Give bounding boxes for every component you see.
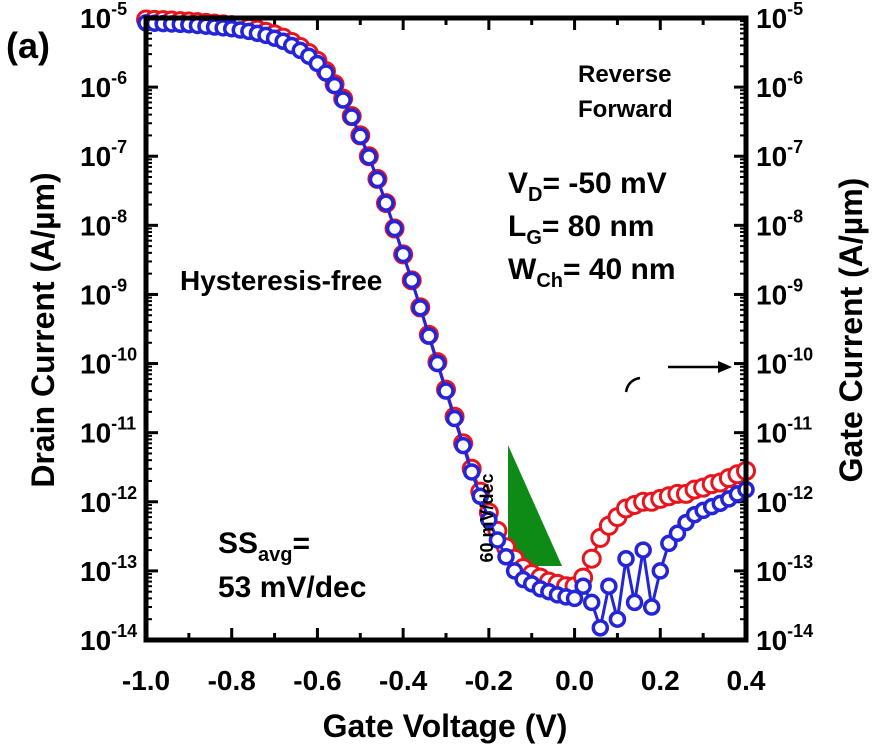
- x-tick-label: -1.0: [122, 665, 170, 696]
- y-tick-label-left: 10-12: [80, 483, 137, 518]
- data-point: [608, 610, 627, 628]
- data-point: [437, 382, 455, 400]
- data-point: [454, 436, 472, 455]
- data-point: [445, 409, 464, 428]
- legend: Reverse Forward: [578, 61, 673, 123]
- y-tick-label-right: 10-13: [756, 552, 813, 587]
- x-tick-labels: -1.0 -0.8 -0.6 -0.4 -0.2 0.0 0.2 0.4: [122, 665, 766, 696]
- annotation-slope-label: 60 mV/dec: [477, 473, 497, 562]
- data-point: [488, 531, 507, 549]
- x-tick-label: -0.4: [379, 665, 428, 696]
- data-point: [342, 108, 361, 126]
- y-tick-label-left: 10-14: [80, 621, 137, 656]
- data-point: [428, 354, 447, 373]
- annotation-layer: [508, 445, 562, 566]
- y-tick-label-left: 10-11: [80, 414, 136, 449]
- data-point: [574, 577, 592, 595]
- y-tick-label-left: 10-5: [80, 0, 127, 34]
- panel-label: (a): [6, 25, 50, 66]
- x-axis-label: Gate Voltage (V): [323, 708, 568, 744]
- y-tick-label-right: 10-10: [756, 345, 813, 380]
- data-point: [625, 593, 644, 612]
- plot-frame: [143, 15, 749, 643]
- x-tick-label: -0.8: [208, 665, 256, 696]
- data-point: [420, 327, 438, 345]
- y-tick-label-left: 10-8: [80, 206, 127, 241]
- y-tick-label-right: 10-11: [756, 414, 812, 449]
- legend-label-reverse: Reverse: [578, 61, 671, 88]
- data-point: [582, 593, 601, 612]
- y-tick-label-left: 10-9: [80, 275, 127, 310]
- legend-label-forward: Forward: [578, 96, 673, 123]
- data-point: [591, 619, 610, 637]
- y-tick-labels-left: 10-5 10-6 10-7 10-8 10-9 10-10 10-11 10-12 10-13…: [80, 0, 137, 656]
- y-tick-label-right: 10-7: [756, 137, 803, 172]
- data-point: [334, 91, 352, 109]
- y-tick-label-left: 10-13: [80, 552, 137, 587]
- right-axis-arrow: [624, 361, 732, 393]
- data-point: [351, 127, 370, 145]
- data-point: [325, 76, 344, 95]
- data-point: [317, 64, 335, 82]
- data-point: [634, 541, 652, 559]
- data-point: [462, 463, 481, 481]
- y-axis-label-right: Gate Current (A/µm): [833, 178, 869, 483]
- annotation-hysteresis: Hysteresis-free: [180, 265, 382, 296]
- x-tick-label: -0.2: [465, 665, 513, 696]
- data-point: [402, 271, 421, 290]
- y-tick-label-right: 10-6: [756, 68, 803, 103]
- data-point: [581, 548, 602, 569]
- data-point: [565, 589, 584, 608]
- data-point: [600, 577, 618, 595]
- data-point: [411, 299, 430, 317]
- annotation-wch: WCh= 40 nm: [508, 253, 676, 292]
- data-point: [368, 170, 387, 189]
- slope-reference-triangle: [508, 445, 562, 566]
- y-tick-label-right: 10-14: [756, 621, 813, 656]
- y-tick-label-right: 10-8: [756, 206, 803, 241]
- data-point: [471, 487, 490, 506]
- data-point: [668, 524, 687, 543]
- data-point: [394, 245, 412, 264]
- annotation-ss-value: 53 mV/dec: [218, 571, 366, 604]
- y-tick-label-left: 10-7: [80, 137, 127, 172]
- y-tick-label-right: 10-12: [756, 483, 813, 518]
- annotation-vd: VD= -50 mV: [508, 167, 667, 206]
- annotation-ss: SSavg=: [218, 527, 310, 566]
- data-point: [497, 548, 515, 566]
- y-tick-label-left: 10-10: [80, 345, 137, 380]
- y-tick-labels-right: 10-5 10-6 10-7 10-8 10-9 10-10 10-11 10-12 10-13…: [756, 0, 813, 656]
- x-tick-label: 0.2: [641, 665, 680, 696]
- y-axis-label-left: Drain Current (A/µm): [25, 172, 61, 487]
- data-point: [385, 219, 404, 238]
- annotation-lg: LG= 80 nm: [508, 210, 654, 249]
- data-point: [651, 562, 670, 580]
- data-point: [642, 598, 661, 616]
- x-tick-label: 0.4: [727, 665, 766, 696]
- data-point: [617, 549, 635, 568]
- y-tick-label-left: 10-6: [80, 68, 127, 103]
- y-tick-label-right: 10-9: [756, 275, 803, 310]
- y-tick-label-right: 10-5: [756, 0, 803, 34]
- x-tick-label: 0.0: [555, 665, 594, 696]
- data-point: [480, 510, 498, 529]
- data-point: [377, 194, 395, 212]
- x-tick-label: -0.6: [293, 665, 341, 696]
- data-point: [360, 148, 378, 166]
